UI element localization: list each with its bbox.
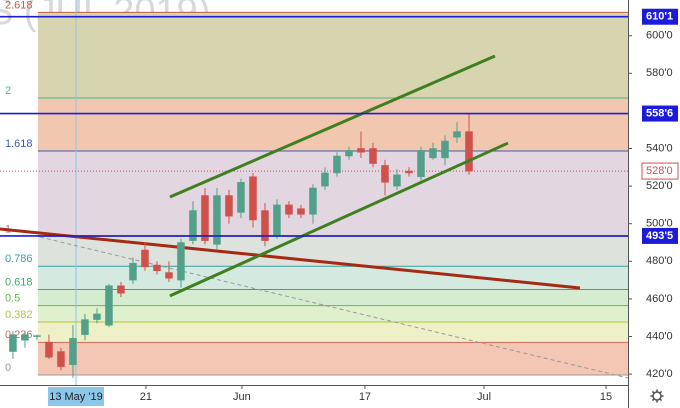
candle-body: [225, 195, 233, 217]
price-line-label-box: [642, 227, 678, 244]
y-tick-label: 600'0: [646, 30, 673, 42]
fib-label: 0: [5, 362, 11, 374]
candle-body: [45, 341, 53, 358]
x-tick-label: 21: [140, 391, 152, 403]
candle-body: [261, 210, 269, 241]
x-tick-label: 17: [359, 391, 371, 403]
candle-body: [21, 334, 29, 341]
candle-body: [165, 272, 173, 279]
candle-body: [69, 338, 77, 365]
fib-label: 1.618: [5, 138, 33, 150]
gear-tooth: [659, 390, 663, 394]
candle-body: [129, 262, 137, 281]
fib-band: [37, 289, 628, 306]
price-line-label-box: [642, 8, 678, 25]
candle-body: [453, 131, 461, 138]
fib-label: 2.618: [5, 0, 33, 11]
candle-body: [285, 204, 293, 215]
y-tick-label: 460'0: [646, 293, 673, 305]
candle-body: [333, 155, 341, 174]
fib-label: 0.5: [5, 293, 20, 305]
candle-body: [297, 208, 305, 215]
trend-line: [169, 141, 509, 298]
candle-body: [381, 165, 389, 183]
y-tick-label: 420'0: [646, 368, 673, 380]
y-tick-label: 500'0: [646, 218, 673, 230]
y-tick-label: 580'0: [646, 67, 673, 79]
gear-tooth: [651, 390, 655, 394]
candle-body: [393, 174, 401, 187]
candle-body: [417, 150, 425, 177]
trend-line: [39, 236, 629, 379]
x-tick-label: Jul: [477, 391, 491, 403]
x-axis-panel: [0, 385, 680, 408]
x-tick-label: Jun: [233, 391, 251, 403]
candle-body: [189, 210, 197, 241]
candle-body: [105, 285, 113, 326]
candle-body: [273, 204, 281, 236]
fib-label: 0.382: [5, 309, 33, 321]
fib-label: 0.786: [5, 253, 33, 265]
crosshair-label-box: [47, 387, 104, 406]
candle-body: [93, 313, 101, 320]
candle-body: [81, 319, 89, 335]
candle-body: [9, 334, 17, 352]
candle-body: [465, 131, 473, 172]
price-line-label: 493'5: [646, 230, 673, 242]
y-tick-label: 440'0: [646, 330, 673, 342]
fib-band: [37, 342, 628, 376]
fib-band: [37, 322, 628, 343]
crosshair-label: 13 May '19: [49, 391, 102, 403]
x-tick-label: 15: [600, 391, 612, 403]
price-line-label: 610'1: [646, 11, 673, 23]
settings-icon[interactable]: [650, 389, 664, 403]
trend-line: [0, 227, 581, 290]
candle-body: [321, 172, 329, 187]
candle-body: [309, 187, 317, 215]
price-line-label: 558'6: [646, 107, 673, 119]
fib-label: 2: [5, 85, 11, 97]
price-line-label-box: [642, 105, 678, 122]
fib-band: [37, 266, 628, 290]
y-axis-panel: [628, 0, 680, 408]
candle-body: [33, 335, 41, 337]
candle-body: [117, 285, 125, 294]
candle-body: [357, 148, 365, 153]
candle-body: [405, 170, 413, 174]
candle-body: [177, 242, 185, 281]
last-price-label-box: [641, 162, 679, 180]
candle-body: [57, 351, 65, 367]
fib-band: [37, 97, 628, 151]
candle-body: [345, 150, 353, 157]
candle-body: [141, 249, 149, 268]
candle-body: [201, 195, 209, 241]
gear-tooth: [659, 398, 663, 402]
candle-body: [369, 148, 377, 164]
fib-label: 0.618: [5, 276, 33, 288]
last-price-label: 528'0: [646, 165, 673, 177]
y-tick-label: 540'0: [646, 142, 673, 154]
candle-body: [153, 264, 161, 271]
gear-tooth: [651, 398, 655, 402]
candle-body: [213, 195, 221, 245]
y-tick-label: 480'0: [646, 255, 673, 267]
candle-body: [249, 176, 257, 221]
fib-band: [37, 305, 628, 323]
y-tick-label: 520'0: [646, 180, 673, 192]
candle-body: [237, 182, 245, 213]
candle-body: [441, 140, 449, 159]
trend-line: [169, 54, 496, 199]
fib-band: [37, 12, 628, 98]
candle-body: [429, 148, 437, 159]
